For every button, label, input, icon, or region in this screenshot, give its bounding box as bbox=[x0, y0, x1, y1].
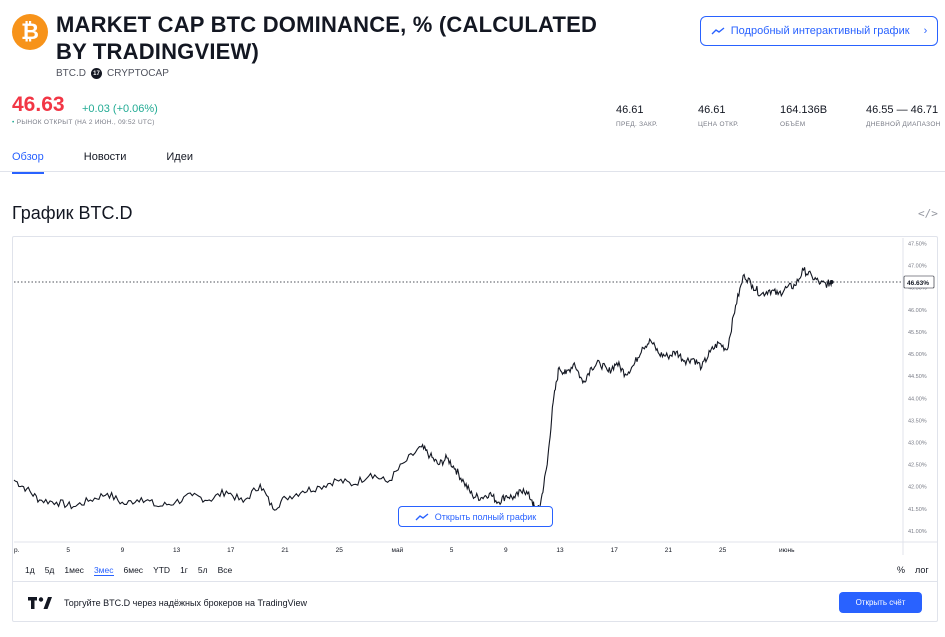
x-tick-label: 13 bbox=[556, 547, 564, 554]
range-5d[interactable]: 5д bbox=[44, 565, 55, 575]
stat-value: 164.136B bbox=[780, 104, 828, 116]
y-tick-label: 43.50% bbox=[908, 418, 927, 424]
x-tick-label: 5 bbox=[66, 547, 70, 554]
y-tick-label: 42.00% bbox=[908, 485, 927, 491]
stat-value: 46.55 — 46.71 bbox=[866, 104, 939, 116]
stat-label: ДНЕВНОЙ ДИАПАЗОН bbox=[866, 121, 941, 128]
x-tick-label: р. bbox=[14, 547, 20, 554]
y-tick-label: 45.00% bbox=[908, 352, 927, 358]
y-tick-label: 41.00% bbox=[908, 529, 927, 535]
range-ytd[interactable]: YTD bbox=[153, 565, 171, 575]
ranges-divider bbox=[13, 581, 937, 582]
stat-prev-close: 46.61 ПРЕД. ЗАКР. bbox=[616, 104, 658, 128]
scale-options: % лог bbox=[897, 565, 929, 575]
price-change-abs: +0.03 bbox=[82, 103, 110, 115]
bitcoin-logo-icon: ₿ bbox=[12, 14, 48, 50]
y-tick-label: 42.50% bbox=[908, 463, 927, 469]
last-price-badge bbox=[903, 275, 935, 289]
tab-news[interactable]: Новости bbox=[83, 151, 127, 163]
open-full-chart-label: Открыть полный график bbox=[434, 511, 537, 522]
stat-volume: 164.136B ОБЪЁМ bbox=[780, 104, 827, 128]
x-tick-label: 25 bbox=[719, 547, 727, 554]
y-tick-label: 45.50% bbox=[908, 330, 927, 336]
last-price-label: 46.63% bbox=[907, 280, 929, 287]
y-tick-label: 47.50% bbox=[908, 242, 927, 248]
x-tick-label: 13 bbox=[173, 547, 181, 554]
embed-code-icon[interactable]: </> bbox=[918, 207, 938, 220]
y-tick-label: 47.00% bbox=[908, 264, 927, 270]
bitcoin-logo-glyph: ₿ bbox=[21, 19, 39, 44]
tab-overview[interactable]: Обзор bbox=[12, 151, 44, 174]
interactive-chart-button[interactable]: Подробный интерактивный график › bbox=[700, 16, 938, 46]
symbol-label[interactable]: BTC.D bbox=[56, 68, 86, 79]
market-open-dot-icon: • bbox=[12, 119, 15, 126]
range-6m[interactable]: 6мес bbox=[123, 565, 144, 575]
y-tick-label: 43.00% bbox=[908, 441, 927, 447]
open-account-button[interactable]: Открыть счёт bbox=[839, 592, 922, 613]
x-tick-label: 9 bbox=[121, 547, 125, 554]
interactive-chart-label: Подробный интерактивный график bbox=[730, 25, 910, 37]
stat-value: 46.61 bbox=[698, 104, 726, 116]
exchange-logo-icon: 17 bbox=[91, 68, 102, 79]
x-tick-label: 5 bbox=[450, 547, 454, 554]
y-tick-label: 44.50% bbox=[908, 374, 927, 380]
x-tick-label: 17 bbox=[611, 547, 619, 554]
page-title: MARKET CAP BTC DOMINANCE, % (CALCULATED … bbox=[56, 12, 598, 64]
chart-line-icon bbox=[415, 512, 429, 520]
x-tick-label: 25 bbox=[336, 547, 344, 554]
stat-label: ПРЕД. ЗАКР. bbox=[616, 121, 658, 128]
stat-open-price: 46.61 ЦЕНА ОТКР. bbox=[698, 104, 739, 128]
y-tick-label: 44.00% bbox=[908, 396, 927, 402]
range-5y[interactable]: 5л bbox=[197, 565, 208, 575]
market-status: • РЫНОК ОТКРЫТ (НА 2 ИЮН., 09:52 UTC) bbox=[12, 119, 155, 126]
y-tick-label: 46.50% bbox=[908, 286, 927, 292]
chart-line-icon bbox=[711, 27, 725, 35]
stat-label: ОБЪЁМ bbox=[780, 121, 806, 128]
stat-day-range: 46.55 — 46.71 ДНЕВНОЙ ДИАПАЗОН bbox=[866, 104, 941, 128]
last-price-dot bbox=[829, 279, 834, 284]
x-tick-label: 21 bbox=[665, 547, 673, 554]
exchange-label[interactable]: CRYPTOCAP bbox=[107, 68, 169, 79]
range-3m[interactable]: 3мес bbox=[93, 565, 114, 576]
stat-label: ЦЕНА ОТКР. bbox=[698, 121, 739, 128]
range-1m[interactable]: 1мес bbox=[64, 565, 84, 575]
y-tick-label: 46.00% bbox=[908, 308, 927, 314]
x-tick-label: 21 bbox=[281, 547, 289, 554]
range-all[interactable]: Все bbox=[217, 565, 233, 575]
x-tick-label: июнь bbox=[779, 547, 795, 554]
x-tick-label: 9 bbox=[504, 547, 508, 554]
tab-ideas[interactable]: Идеи bbox=[166, 151, 193, 163]
y-tick-label: 41.50% bbox=[908, 507, 927, 513]
broker-promo-text: Торгуйте BTC.D через надёжных брокеров н… bbox=[64, 598, 307, 608]
scale-percent-toggle[interactable]: % bbox=[897, 565, 906, 575]
chevron-right-icon: › bbox=[923, 25, 928, 37]
chart-section-title: График BTC.D bbox=[12, 203, 133, 223]
range-1y[interactable]: 1г bbox=[180, 565, 188, 575]
price-series-line bbox=[13, 267, 833, 515]
stat-value: 46.61 bbox=[616, 104, 644, 116]
chart-container bbox=[12, 236, 938, 622]
tabs-divider bbox=[0, 171, 945, 172]
x-tick-label: 17 bbox=[227, 547, 235, 554]
market-status-text: РЫНОК ОТКРЫТ (НА 2 ИЮН., 09:52 UTC) bbox=[16, 119, 155, 126]
section-tabs: Обзор Новости Идеи bbox=[12, 151, 193, 174]
symbol-info: BTC.D 17 CRYPTOCAP bbox=[56, 68, 169, 79]
scale-log-toggle[interactable]: лог bbox=[915, 565, 929, 575]
price-change: +0.03 (+0.06%) bbox=[82, 103, 158, 115]
tradingview-logo-icon bbox=[28, 597, 52, 609]
current-price: 46.63 bbox=[12, 93, 65, 116]
open-full-chart-button[interactable]: Открыть полный график bbox=[398, 506, 553, 527]
range-1d[interactable]: 1д bbox=[25, 565, 35, 575]
time-range-selector: 1д 5д 1мес 3мес 6мес YTD 1г 5л Все bbox=[25, 565, 232, 576]
price-change-pct: (+0.06%) bbox=[112, 103, 158, 115]
x-tick-label: май bbox=[392, 546, 404, 554]
